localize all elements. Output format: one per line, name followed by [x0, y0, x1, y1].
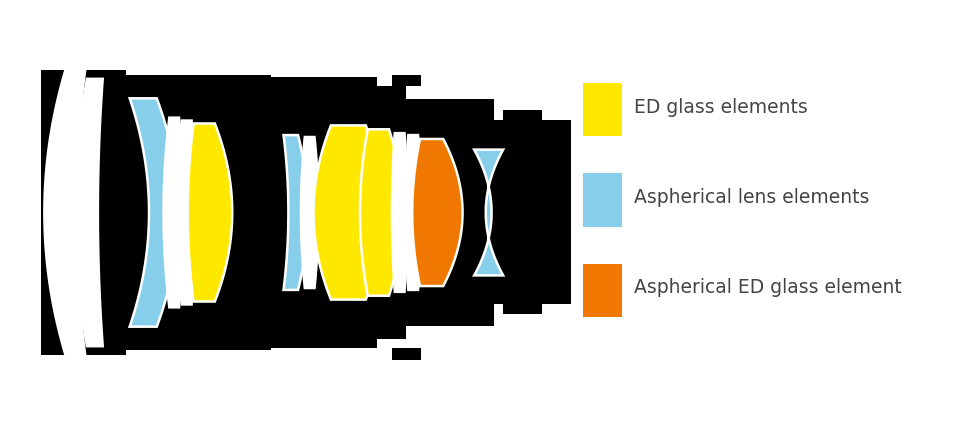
Polygon shape — [392, 348, 420, 360]
FancyBboxPatch shape — [584, 173, 622, 227]
Polygon shape — [405, 135, 420, 290]
Polygon shape — [40, 343, 126, 355]
Text: Aspherical ED glass element: Aspherical ED glass element — [635, 278, 902, 298]
Polygon shape — [314, 125, 383, 300]
Polygon shape — [503, 110, 541, 120]
Polygon shape — [126, 343, 271, 350]
Polygon shape — [392, 133, 407, 292]
Polygon shape — [474, 150, 503, 275]
Polygon shape — [271, 76, 377, 81]
FancyBboxPatch shape — [584, 83, 622, 136]
Polygon shape — [177, 121, 196, 304]
Polygon shape — [392, 75, 420, 86]
Polygon shape — [76, 79, 103, 346]
Polygon shape — [360, 129, 402, 296]
Text: Aspherical lens elements: Aspherical lens elements — [635, 188, 870, 207]
Polygon shape — [493, 120, 552, 304]
Polygon shape — [40, 81, 377, 343]
Polygon shape — [271, 343, 377, 348]
Polygon shape — [44, 69, 85, 356]
Polygon shape — [163, 118, 183, 307]
Polygon shape — [300, 137, 319, 288]
Polygon shape — [40, 70, 126, 81]
Polygon shape — [377, 99, 493, 326]
Polygon shape — [537, 285, 571, 304]
FancyBboxPatch shape — [584, 264, 622, 317]
Polygon shape — [188, 124, 232, 301]
Polygon shape — [412, 139, 463, 286]
Polygon shape — [541, 139, 571, 285]
Polygon shape — [377, 326, 406, 339]
Polygon shape — [283, 135, 308, 290]
Polygon shape — [130, 98, 178, 327]
Text: ED glass elements: ED glass elements — [635, 97, 808, 116]
Polygon shape — [126, 75, 271, 81]
Polygon shape — [503, 304, 541, 314]
Polygon shape — [537, 120, 571, 139]
Polygon shape — [377, 86, 406, 99]
